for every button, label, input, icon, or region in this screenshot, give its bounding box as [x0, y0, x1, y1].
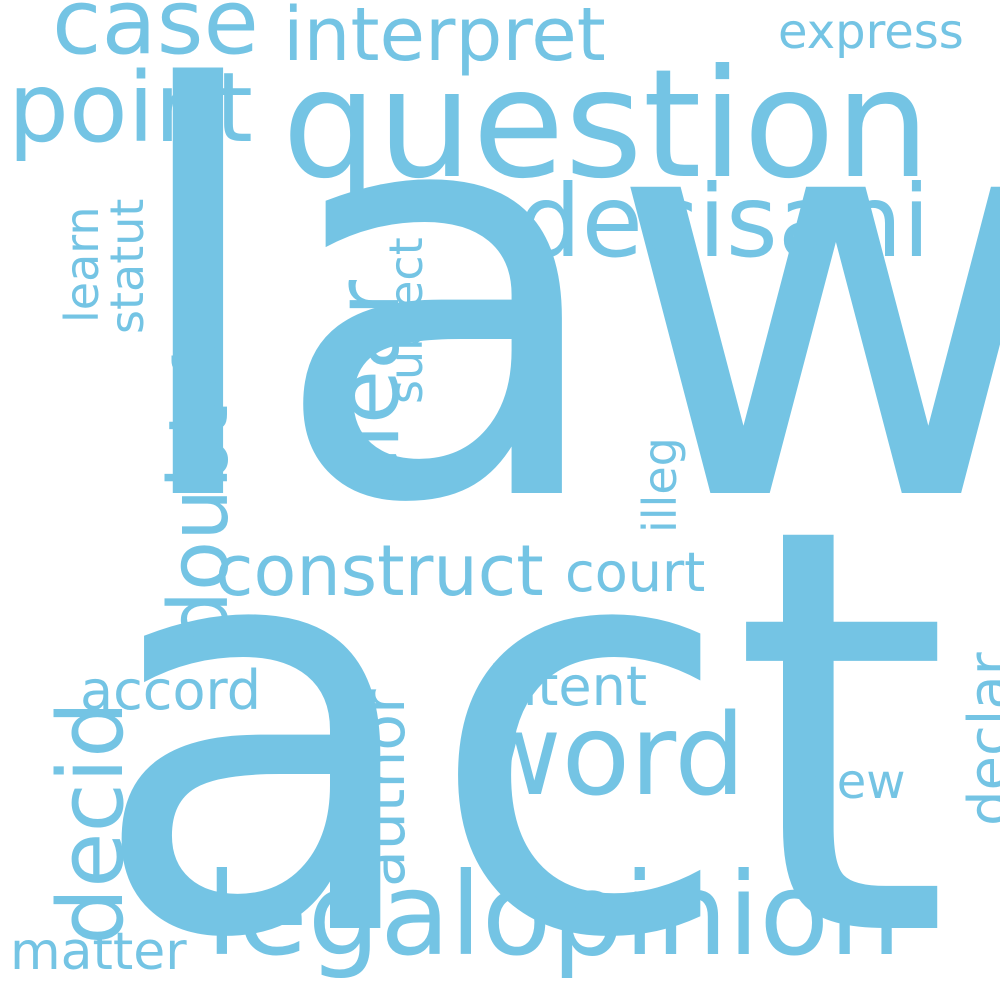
word-construct: construct: [215, 530, 544, 612]
word-statut: statut: [100, 198, 154, 334]
word-declar: declar: [957, 652, 1000, 826]
word-intent: intent: [488, 655, 648, 718]
word-act: act: [88, 409, 951, 1000]
word-question: question: [282, 38, 931, 212]
word-illeg: illeg: [633, 437, 687, 533]
word-view: view: [795, 754, 906, 810]
word-matter: matter: [10, 922, 187, 982]
word-accord: accord: [80, 659, 262, 722]
word-decisani: decisani: [518, 163, 931, 280]
word-point: point: [8, 52, 253, 164]
word-author: author: [349, 689, 419, 887]
word-express: express: [778, 4, 964, 60]
word-case: case: [52, 0, 259, 75]
word-subject: subject: [379, 237, 433, 404]
word-court: court: [565, 541, 706, 604]
word-interpret: interpret: [283, 0, 606, 78]
word-word: word: [470, 691, 746, 821]
word-learn: learn: [55, 206, 109, 323]
word-legalopinion: legalopinion: [206, 848, 902, 981]
word-law: law: [120, 0, 1000, 626]
word-refer: refer: [162, 295, 232, 438]
